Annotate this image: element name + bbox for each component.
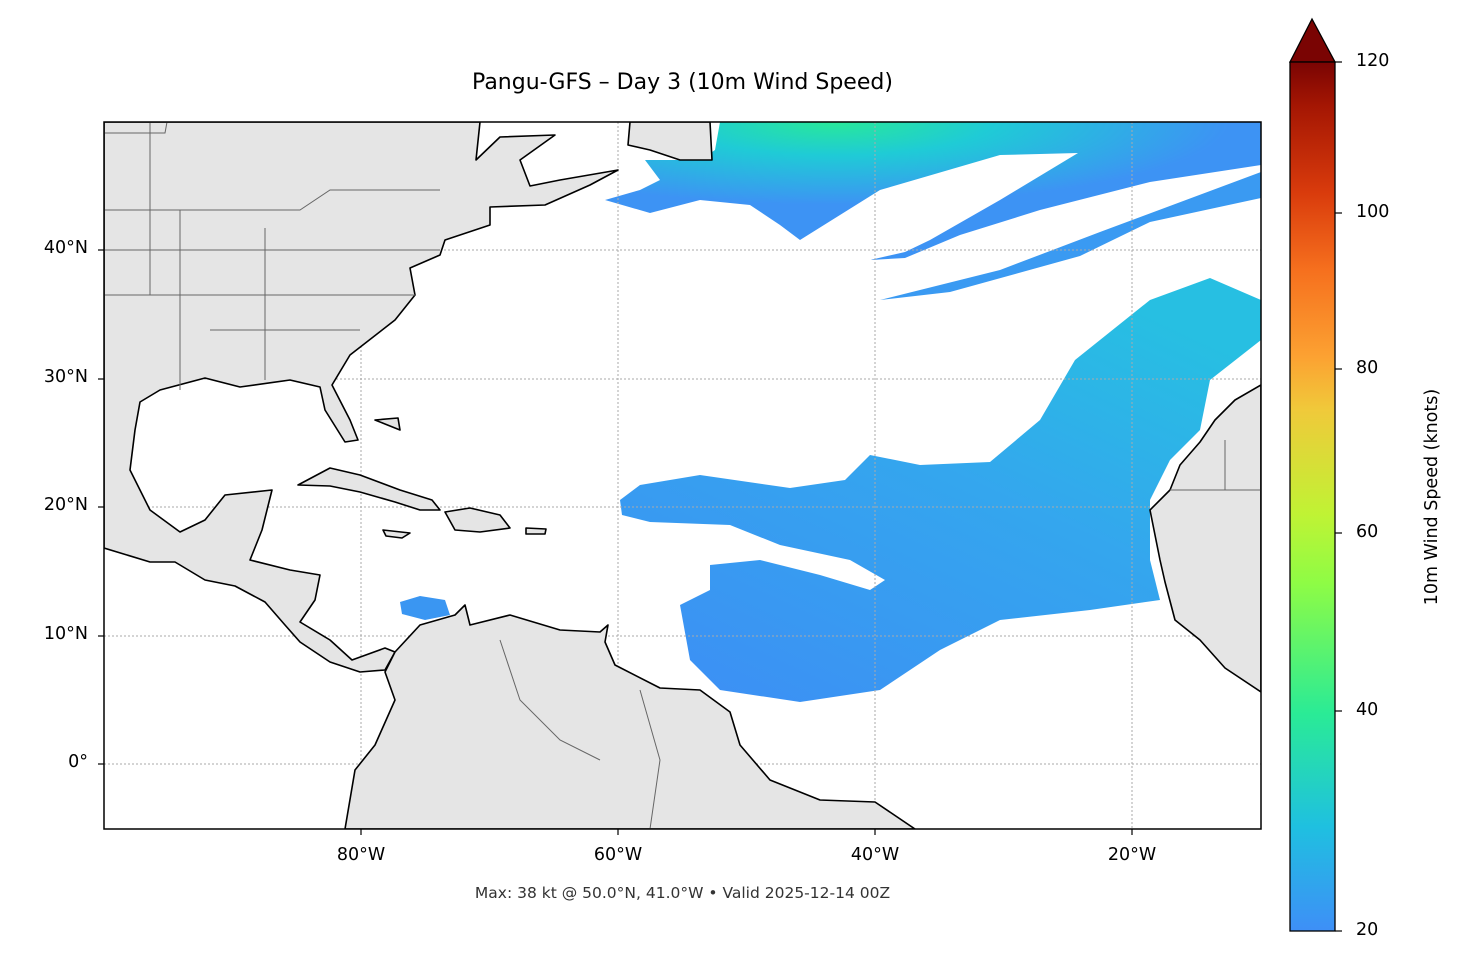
wind-field-trades [620, 278, 1261, 702]
colorbar-label: 10m Wind Speed (knots) [1422, 388, 1442, 606]
map-footer: Max: 38 kt @ 50.0°N, 41.0°W • Valid 2025… [474, 884, 891, 902]
lon-label: 60°W [593, 845, 643, 865]
lat-label: 20°N [43, 495, 88, 515]
lon-label: 40°W [850, 845, 900, 865]
colorbar-tick-label: 20 [1356, 920, 1379, 940]
colorbar-ticks [1335, 61, 1342, 932]
axis-ticks [98, 249, 1133, 835]
puerto-rico-land [525, 527, 547, 535]
lon-label: 20°W [1107, 845, 1157, 865]
colorbar-tick-label: 120 [1356, 51, 1390, 71]
lat-label: 10°N [43, 624, 88, 644]
map-title: Pangu-GFS – Day 3 (10m Wind Speed) [472, 70, 893, 95]
colorbar-tick-label: 100 [1356, 202, 1390, 222]
colorbar [1289, 61, 1336, 932]
jamaica-land [382, 529, 411, 539]
state-borders [104, 122, 1261, 829]
colorbar-tick-label: 60 [1356, 522, 1379, 542]
south-america-land [344, 604, 916, 829]
bahamas-land [374, 417, 401, 431]
colorbar-tick-label: 80 [1356, 358, 1379, 378]
hispaniola-land [444, 507, 511, 533]
cuba-land [297, 467, 441, 511]
wind-field-caribbean [400, 596, 450, 620]
colorbar-tick-label: 40 [1356, 700, 1379, 720]
lon-label: 80°W [336, 845, 386, 865]
lat-label: 30°N [43, 367, 88, 387]
newfoundland-land [627, 122, 713, 161]
lat-label: 0° [68, 752, 88, 772]
lat-label: 40°N [43, 238, 88, 258]
africa-land [1149, 384, 1261, 693]
colorbar-extend-arrow [1288, 17, 1337, 63]
wind-field-north [605, 122, 1261, 260]
plot-frame [103, 121, 1262, 830]
north-america-land [104, 122, 619, 673]
